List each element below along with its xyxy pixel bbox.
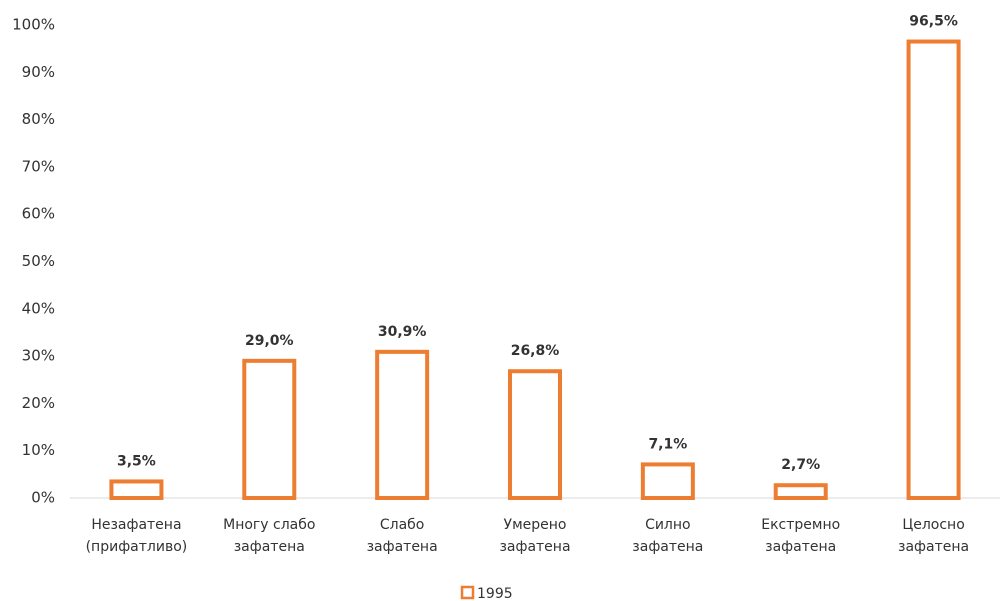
value-label: 3,5% [117,453,156,469]
x-tick-label: Многу слабо зафатена [223,517,316,555]
x-tick-label: Умерено зафатена [499,517,571,555]
value-label: 29,0% [245,333,294,349]
y-tick-label: 30% [22,347,55,365]
legend-swatch [460,585,475,600]
x-tick-label: Слабо зафатена [366,517,438,555]
y-tick-label: 40% [22,299,55,317]
y-tick-label: 100% [12,16,55,34]
x-tick-label: Незафатена (прифатливо) [85,517,188,555]
bar [109,479,164,501]
y-tick-label: 50% [22,252,55,270]
value-label: 30,9% [378,324,427,340]
value-label: 26,8% [511,343,560,359]
value-label: 7,1% [648,436,687,452]
bar [640,462,695,500]
y-tick-label: 90% [22,63,55,81]
bar [906,39,961,501]
x-tick-label: Силно зафатена [632,517,704,555]
y-tick-label: 10% [22,441,55,459]
bar [375,349,430,500]
y-tick-label: 80% [22,110,55,128]
y-tick-label: 70% [22,157,55,175]
value-label: 96,5% [909,14,958,30]
x-tick-label: Екстремно зафатена [761,517,841,555]
legend-label: 1995 [477,586,513,601]
y-tick-label: 20% [22,394,55,412]
y-tick-label: 0% [31,489,55,507]
y-tick-label: 60% [22,205,55,223]
bar [773,483,828,501]
bar [242,358,297,500]
value-label: 2,7% [781,457,820,473]
x-tick-label: Целосно зафатена [898,517,970,555]
bar [508,369,562,500]
